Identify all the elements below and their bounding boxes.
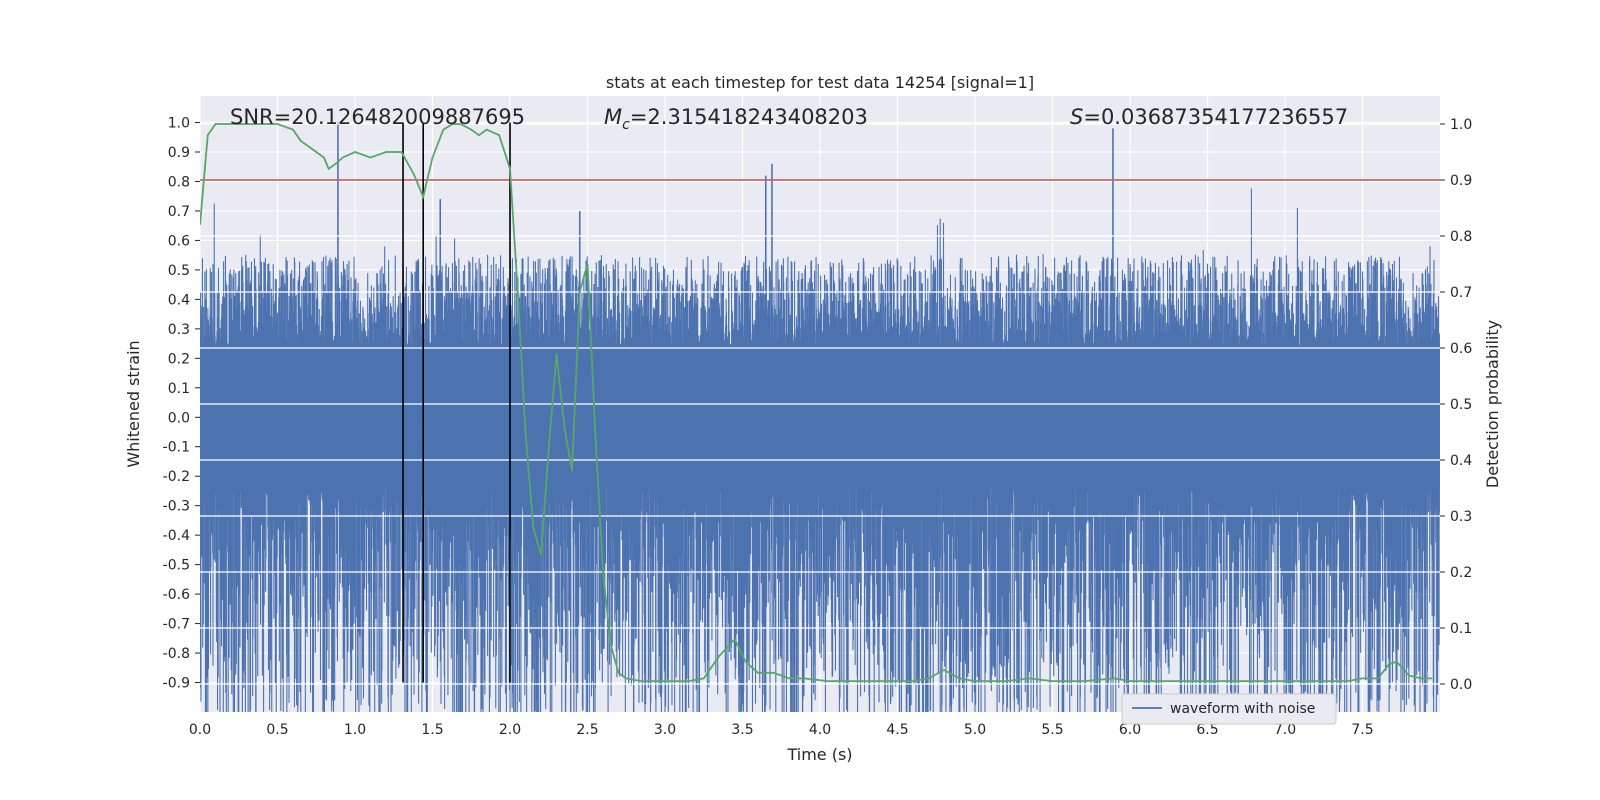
right-tick-label: 0.5 (1450, 397, 1472, 413)
y-tick-label: 0.7 (168, 204, 190, 220)
right-tick-label: 0.0 (1450, 677, 1472, 693)
y-tick-label: -0.9 (163, 676, 190, 692)
x-tick-label: 5.5 (1041, 722, 1063, 738)
x-tick-label: 6.0 (1119, 722, 1141, 738)
y-tick-label: -0.1 (163, 440, 190, 456)
y-tick-label: -0.5 (163, 558, 190, 574)
x-tick-label: 0.5 (266, 722, 288, 738)
right-tick-label: 0.9 (1450, 173, 1472, 189)
x-tick-label: 2.0 (499, 722, 521, 738)
x-tick-label: 3.5 (731, 722, 753, 738)
legend-box (1121, 693, 1337, 725)
x-tick-label: 2.5 (576, 722, 598, 738)
right-tick-label: 0.2 (1450, 565, 1472, 581)
y-tick-label: -0.3 (163, 499, 190, 515)
y-tick-label: -0.2 (163, 469, 190, 485)
chirp-mass-subscript: c (622, 117, 630, 133)
y-tick-label: 0.5 (168, 263, 190, 279)
right-y-axis-ticks: 0.0 0.1 0.2 0.3 0.4 0.5 0.6 0.7 0.8 0.9 1.0 (1440, 117, 1472, 693)
right-tick-label: 0.1 (1450, 621, 1472, 637)
detection-probability-line (200, 123, 1433, 683)
right-tick-label: 0.6 (1450, 341, 1472, 357)
s-value: =0.036873541772365​57 (1083, 105, 1348, 129)
legend: waveform with noise (1121, 693, 1337, 725)
chirp-mass-symbol: M (604, 105, 622, 129)
y-tick-label: 1.0 (168, 116, 190, 132)
snr-annotation: SNR=20.126482009887695 (230, 105, 525, 129)
chirp-mass-annotation: Mc=2.315418243408203 (604, 105, 868, 133)
right-tick-label: 0.8 (1450, 229, 1472, 245)
x-tick-label: 1.5 (421, 722, 443, 738)
y-tick-label: 0.9 (168, 145, 190, 161)
y-tick-label: 0.3 (168, 322, 190, 338)
right-tick-label: 0.3 (1450, 509, 1472, 525)
y-tick-label: 0.0 (168, 410, 190, 426)
y-tick-label: 0.8 (168, 174, 190, 190)
x-axis-ticks: 0.0 0.5 1.0 1.5 2.0 2.5 3.0 3.5 4.0 4.5 5.0 5.5 6.0 6… (189, 722, 1374, 738)
x-tick-label: 3.0 (654, 722, 676, 738)
right-axis-grid-lines (200, 123, 1440, 685)
x-tick-label: 4.0 (809, 722, 831, 738)
y-tick-label: 0.1 (168, 381, 190, 397)
y-tick-label: -0.6 (163, 587, 190, 603)
y-tick-label: 0.4 (168, 292, 190, 308)
y-tick-label: -0.7 (163, 617, 190, 633)
y-axis-ticks: -0.9 -0.8 -0.7 -0.6 -0.5 -0.4 -0.3 -0.2 -0.1 0.0 0… (163, 116, 200, 692)
x-tick-label: 0.0 (189, 722, 211, 738)
y-tick-label: -0.8 (163, 646, 190, 662)
s-symbol: S (1070, 105, 1083, 129)
y-tick-label: 0.2 (168, 351, 190, 367)
x-tick-label: 6.5 (1196, 722, 1218, 738)
x-tick-label: 4.5 (886, 722, 908, 738)
y-axis-title: Whitened strain (124, 340, 143, 467)
y-tick-label: -0.4 (163, 528, 190, 544)
right-tick-label: 0.4 (1450, 453, 1472, 469)
x-tick-label: 1.0 (344, 722, 366, 738)
chirp-mass-value: =2.315418243408203 (630, 105, 868, 129)
vertical-markers (402, 122, 511, 683)
right-tick-label: 1.0 (1450, 117, 1472, 133)
chart-title: stats at each timestep for test data 142… (606, 73, 1034, 92)
x-tick-label: 5.0 (964, 722, 986, 738)
x-tick-label: 7.5 (1351, 722, 1373, 738)
x-axis-title: Time (s) (786, 745, 852, 764)
y-tick-label: 0.6 (168, 233, 190, 249)
right-tick-label: 0.7 (1450, 285, 1472, 301)
s-annotation: S=0.036873541772365​57 (1070, 105, 1348, 129)
right-y-axis-title: Detection probability (1483, 320, 1502, 488)
x-tick-label: 7.0 (1274, 722, 1296, 738)
legend-label-waveform: waveform with noise (1170, 701, 1315, 717)
